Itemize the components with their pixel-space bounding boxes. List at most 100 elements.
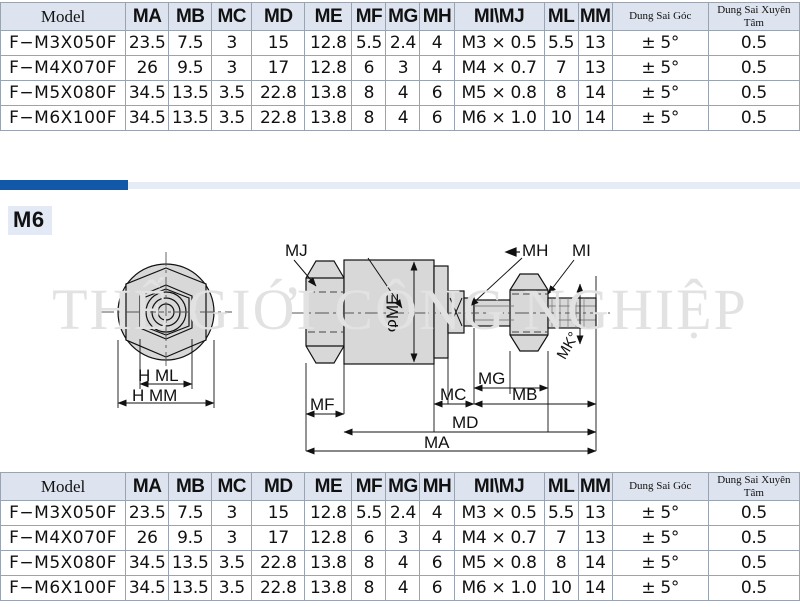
label-h-mm: H MM: [132, 386, 177, 405]
table-row: F−M5X080F 34.5 13.5 3.5 22.8 13.8 8 4 6 …: [0, 80, 800, 106]
spec-table-top: Model MA MB MC MD ME MF MG MH MI\MJ ML M…: [0, 2, 800, 131]
cell-ma: 34.5: [125, 550, 170, 576]
column-header-mm: MM: [577, 2, 613, 31]
cell-radial-tolerance: 0.5: [707, 575, 800, 601]
cell-md: 17: [251, 55, 306, 81]
cell-mh: 6: [419, 575, 455, 601]
cell-radial-tolerance: 0.5: [707, 105, 800, 131]
cell-me: 13.8: [304, 575, 353, 601]
cell-mf: 8: [351, 575, 387, 601]
column-header-mi-mj: MI\MJ: [453, 2, 545, 31]
spec-table-top-container: Model MA MB MC MD ME MF MG MH MI\MJ ML M…: [0, 2, 800, 131]
table-row: F−M6X100F 34.5 13.5 3.5 22.8 13.8 8 4 6 …: [0, 105, 800, 131]
table-row: F−M4X070F 26 9.5 3 17 12.8 6 3 4 M4 × 0.…: [0, 55, 800, 81]
cell-radial-tolerance: 0.5: [707, 80, 800, 106]
label-mc: MC: [440, 385, 466, 404]
table-row: F−M5X080F 34.5 13.5 3.5 22.8 13.8 8 4 6 …: [0, 550, 800, 576]
cell-mb: 9.5: [168, 55, 213, 81]
cell-model: F−M5X080F: [0, 550, 127, 576]
cell-mc: 3: [211, 500, 253, 526]
label-mh: MH: [522, 241, 548, 260]
cell-md: 15: [251, 30, 306, 56]
table-row: F−M3X050F 23.5 7.5 3 15 12.8 5.5 2.4 4 M…: [0, 500, 800, 526]
cell-mm: 14: [577, 575, 613, 601]
column-header-mc: MC: [211, 472, 253, 501]
column-header-ml: ML: [543, 2, 579, 31]
dimension-h-ml: [139, 339, 193, 389]
cell-mi-mj: M6 × 1.0: [453, 575, 545, 601]
cell-mf: 6: [351, 55, 387, 81]
cell-ma: 23.5: [125, 30, 170, 56]
cell-mb: 7.5: [168, 30, 213, 56]
cell-mi-mj: M4 × 0.7: [453, 525, 545, 551]
cell-model: F−M6X100F: [0, 105, 127, 131]
cell-mg: 3: [385, 525, 421, 551]
table-row: F−M3X050F 23.5 7.5 3 15 12.8 5.5 2.4 4 M…: [0, 30, 800, 56]
cell-ma: 26: [125, 55, 170, 81]
mh-flag-icon: [504, 247, 520, 257]
cell-mc: 3.5: [211, 105, 253, 131]
cell-mh: 4: [419, 30, 455, 56]
cell-mf: 8: [351, 550, 387, 576]
label-mi: MI: [572, 241, 591, 260]
cell-ml: 7: [543, 55, 579, 81]
cell-model: F−M3X050F: [0, 30, 127, 56]
cell-radial-tolerance: 0.5: [707, 55, 800, 81]
divider-accent-bar: [0, 180, 128, 190]
cell-me: 12.8: [304, 525, 353, 551]
side-view-body: [343, 259, 449, 365]
column-header-model: Model: [0, 472, 127, 501]
cell-angular-tolerance: ± 5°: [611, 55, 709, 81]
cell-me: 13.8: [304, 80, 353, 106]
cell-mh: 4: [419, 525, 455, 551]
cell-mc: 3: [211, 55, 253, 81]
cell-angular-tolerance: ± 5°: [611, 525, 709, 551]
cell-mc: 3.5: [211, 575, 253, 601]
cell-angular-tolerance: ± 5°: [611, 30, 709, 56]
cell-mg: 4: [385, 80, 421, 106]
cell-mm: 13: [577, 500, 613, 526]
column-header-radial-tolerance: Dung Sai Xuyên Tâm: [707, 472, 800, 501]
column-header-mg: MG: [385, 472, 421, 501]
cell-mi-mj: M5 × 0.8: [453, 550, 545, 576]
cell-radial-tolerance: 0.5: [707, 30, 800, 56]
cell-mi-mj: M4 × 0.7: [453, 55, 545, 81]
column-header-ma: MA: [125, 2, 170, 31]
dimension-mk: [576, 276, 597, 354]
cell-mi-mj: M3 × 0.5: [453, 500, 545, 526]
label-mb: MB: [512, 385, 538, 404]
cell-mm: 13: [577, 525, 613, 551]
cell-mi-mj: M5 × 0.8: [453, 80, 545, 106]
table-header-row: Model MA MB MC MD ME MF MG MH MI\MJ ML M…: [0, 2, 800, 31]
cell-ma: 34.5: [125, 105, 170, 131]
cell-mg: 2.4: [385, 500, 421, 526]
cell-ma: 23.5: [125, 500, 170, 526]
column-header-mb: MB: [168, 2, 213, 31]
column-header-ml: ML: [543, 472, 579, 501]
column-header-mg: MG: [385, 2, 421, 31]
label-mf: MF: [310, 395, 335, 414]
cell-ml: 10: [543, 105, 579, 131]
cell-mf: 5.5: [351, 500, 387, 526]
column-header-mh: MH: [419, 2, 455, 31]
column-header-angular-tolerance: Dung Sai Góc: [611, 2, 709, 31]
cell-mh: 4: [419, 55, 455, 81]
cell-mc: 3: [211, 525, 253, 551]
cell-radial-tolerance: 0.5: [707, 525, 800, 551]
column-header-mh: MH: [419, 472, 455, 501]
column-header-mb: MB: [168, 472, 213, 501]
cell-me: 13.8: [304, 105, 353, 131]
divider-light-bar: [0, 182, 800, 189]
cell-model: F−M4X070F: [0, 525, 127, 551]
column-header-ma: MA: [125, 472, 170, 501]
cell-ml: 7: [543, 525, 579, 551]
cell-mb: 13.5: [168, 105, 213, 131]
cell-md: 15: [251, 500, 306, 526]
cell-model: F−M3X050F: [0, 500, 127, 526]
cell-mb: 7.5: [168, 500, 213, 526]
cell-ma: 26: [125, 525, 170, 551]
cell-ml: 10: [543, 575, 579, 601]
cell-mb: 9.5: [168, 525, 213, 551]
cell-angular-tolerance: ± 5°: [611, 105, 709, 131]
cell-md: 22.8: [251, 575, 306, 601]
